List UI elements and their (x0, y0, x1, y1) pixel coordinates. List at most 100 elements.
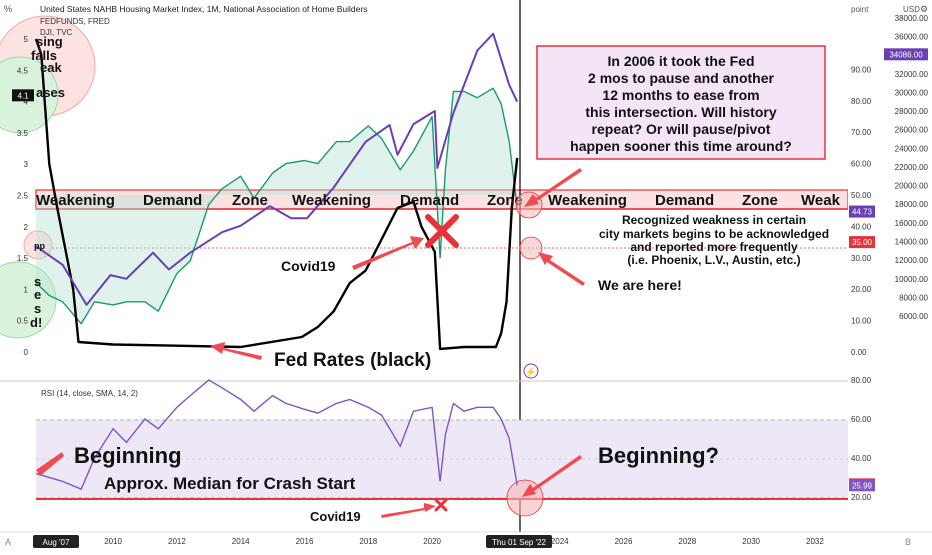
weakness-text: Recognized weakness in certain city mark… (599, 213, 829, 267)
time-axis-label: 2032 (806, 537, 824, 546)
left-beginning-arrow (36, 452, 64, 476)
left-unit-label: % (4, 4, 12, 14)
cursor-date-badge-text: Thu 01 Sep '22 (492, 538, 547, 547)
point-axis-tick: 30.00 (851, 254, 872, 263)
zone-word: Demand (655, 192, 714, 209)
usd-axis-tick: 36000.00 (895, 33, 929, 42)
time-axis-label: 2026 (615, 537, 633, 546)
rsi-axis-tick: 40.00 (851, 454, 872, 463)
covid-rsi-arrow (381, 503, 436, 518)
usd-axis-tick: 6000.00 (899, 312, 928, 321)
point-axis-tick: 60.00 (851, 160, 872, 169)
callout-box (536, 45, 826, 160)
corner-a-icon[interactable]: A (5, 537, 11, 547)
rsi-axis-tick: 60.00 (851, 415, 872, 424)
rsi-label: RSI (14, close, SMA, 14, 2) (41, 389, 138, 398)
zone-word: Weakening (548, 192, 627, 209)
left-axis-tick: 1.5 (17, 254, 29, 263)
federal-funds-effective-rate-line (34, 38, 519, 351)
point-value-badge-text: 44.73 (852, 208, 873, 217)
bubble2-line-2: e (34, 287, 41, 302)
nahb-area-fill (36, 88, 518, 324)
zone-arrow (524, 168, 582, 207)
nahb-area (36, 88, 518, 324)
rsi-axis-tick: 80.00 (851, 376, 872, 385)
usd-axis-tick: 24000.00 (895, 144, 929, 153)
usd-axis-tick: 16000.00 (895, 219, 929, 228)
callout-line: repeat? Or will pause/pivot (592, 121, 771, 137)
usd-value-badge-text: 34086.00 (889, 50, 923, 59)
zone-word: Zone (232, 192, 268, 209)
callout-line: 12 months to ease from (602, 87, 759, 103)
bubble2-line-3: s (34, 301, 41, 316)
left-axis-tick: 5 (24, 35, 29, 44)
zone-word: Weakening (36, 192, 115, 209)
chart-title: United States NAHB Housing Market Index,… (40, 4, 367, 14)
point-axis-tick: 50.00 (851, 191, 872, 200)
time-axis-label: 2016 (296, 537, 314, 546)
time-axis-label: 2024 (551, 537, 569, 546)
covid-x-mark-rsi (434, 498, 448, 512)
bolt-icon[interactable] (523, 363, 539, 379)
point-value-badge (849, 205, 875, 218)
united-states-nahb-housing-market-index-line (35, 87, 518, 325)
fed-value-badge-text: 4.1 (17, 91, 29, 100)
fed-value-badge (12, 89, 34, 102)
axes: 00.511.522.533.544.550.0010.0020.0030.00… (12, 14, 929, 548)
rsi-sma-badge (849, 479, 875, 492)
main-lines (34, 32, 519, 351)
point-axis-tick: 20.00 (851, 285, 872, 294)
usd-axis-tick: 26000.00 (895, 126, 929, 135)
point-35-badge-text: 35.00 (852, 238, 873, 247)
usd-axis-tick: 28000.00 (895, 107, 929, 116)
weakness-line: (i.e. Phoenix, L.V., Austin, etc.) (627, 253, 800, 267)
corner-b-icon[interactable]: B (905, 537, 911, 547)
left-axis-tick: 3.5 (17, 129, 29, 138)
beginning-arrow (522, 455, 582, 497)
usd-axis-tick: 10000.00 (895, 275, 929, 284)
left-axis-tick: 2 (24, 223, 29, 232)
rsi-axis-tick: 20.00 (851, 493, 872, 502)
point-axis-tick: 80.00 (851, 97, 872, 106)
usd-unit-label: USD (903, 5, 920, 14)
bubble2-line-1: s (34, 274, 41, 289)
settings-icon[interactable]: ⚙ (920, 4, 928, 14)
weakness-line: city markets begins to be acknowledged (599, 227, 829, 241)
point-axis-tick: 10.00 (851, 317, 872, 326)
cursor-date-badge (486, 535, 552, 548)
zone-word: Zone (742, 192, 778, 209)
left-green-bubble-lower (0, 261, 57, 339)
left-axis-tick: 3 (24, 160, 29, 169)
usd-axis-tick: 8000.00 (899, 293, 928, 302)
time-axis-label: 2028 (678, 537, 696, 546)
usd-axis-tick: 32000.00 (895, 70, 929, 79)
covid-x-mark (425, 214, 459, 248)
left-axis-tick: 1 (24, 285, 29, 294)
crash-median-label: Approx. Median for Crash Start (104, 474, 356, 493)
zone-word: Demand (400, 192, 459, 209)
callout-line: 2 mos to pause and another (588, 70, 774, 86)
fedfunds-label: FEDFUNDS, FRED (40, 17, 110, 26)
rsi-sma-badge-text: 25.99 (852, 481, 873, 490)
point-axis-tick: 40.00 (851, 222, 872, 231)
we-are-here-arrow (538, 252, 585, 286)
point-unit-label: point (851, 5, 869, 14)
usd-axis-tick: 18000.00 (895, 200, 929, 209)
bubble-line-2: falls (31, 48, 57, 63)
annotation-arrows (36, 168, 585, 518)
covid-arrow (352, 236, 424, 270)
weakness-line: Recognized weakness in certain (622, 213, 806, 227)
time-axis-label: 2018 (359, 537, 377, 546)
zone-words: Weakening Demand Zone Weakening Demand Z… (36, 192, 841, 209)
usd-axis-tick: 12000.00 (895, 256, 929, 265)
bubble2-line-4: d! (30, 315, 42, 330)
callout-line: happen sooner this time around? (570, 138, 792, 154)
usd-axis-tick: 14000.00 (895, 238, 929, 247)
dji-label: DJI, TVC (40, 28, 73, 37)
point-axis-tick: 70.00 (851, 128, 872, 137)
left-axis-tick: 0.5 (17, 317, 29, 326)
time-axis-label: 2012 (168, 537, 186, 546)
rsi-line (35, 379, 518, 491)
zone-word: Weak (801, 192, 841, 209)
